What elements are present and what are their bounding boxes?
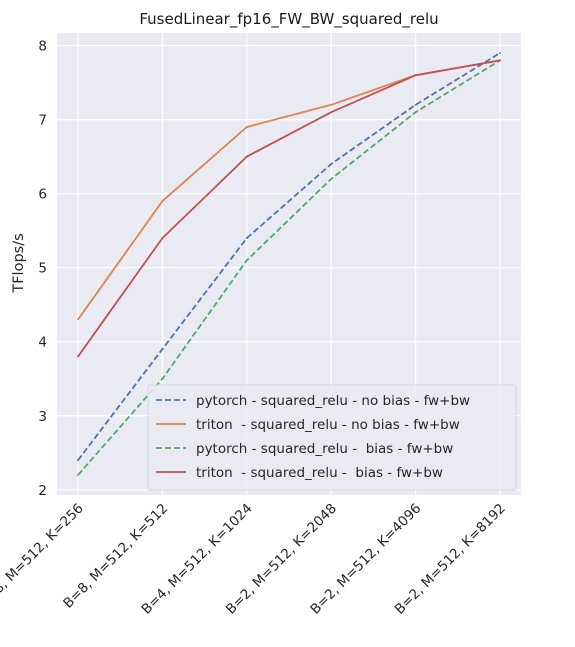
series-4-point xyxy=(499,59,501,62)
legend: pytorch - squared_relu - no bias - fw+bw… xyxy=(147,384,517,491)
legend-label: pytorch - squared_relu - no bias - fw+bw xyxy=(196,393,470,409)
legend-box xyxy=(147,384,517,491)
series-3-point xyxy=(414,111,417,114)
y-axis-label: TFlops/s xyxy=(11,233,27,293)
series-1-point xyxy=(330,163,333,165)
y-tick-label: 4 xyxy=(38,335,47,351)
series-4-point xyxy=(330,111,333,114)
series-4-point xyxy=(414,74,417,77)
series-2-point xyxy=(245,126,248,128)
legend-label: triton - squared_relu - no bias - fw+bw xyxy=(196,417,460,433)
series-4-point xyxy=(245,155,248,158)
series-3-point xyxy=(245,259,248,262)
series-line-1 xyxy=(77,52,501,461)
series-group xyxy=(77,52,501,476)
y-tick-label: 3 xyxy=(38,409,47,425)
series-2-point xyxy=(330,103,333,106)
chart-title: FusedLinear_fp16_FW_BW_squared_relu xyxy=(139,10,438,29)
legend-label: triton - squared_relu - bias - fw+bw xyxy=(196,465,443,481)
y-tick-label: 6 xyxy=(38,187,47,203)
series-line-3 xyxy=(77,59,501,476)
series-3-point xyxy=(330,177,333,180)
y-tick-label: 7 xyxy=(38,113,47,129)
series-2-point xyxy=(77,318,79,321)
legend-label: pytorch - squared_relu - bias - fw+bw xyxy=(196,441,453,457)
series-3-point xyxy=(77,474,79,476)
series-1-point xyxy=(77,459,79,462)
y-tick-label: 5 xyxy=(38,261,47,277)
series-1-point xyxy=(499,52,501,54)
y-tick-label: 2 xyxy=(38,483,47,499)
series-1-point xyxy=(245,237,248,239)
series-3-point xyxy=(161,377,164,380)
y-tick-label: 8 xyxy=(38,39,47,55)
series-2-point xyxy=(161,200,164,202)
series-1-point xyxy=(161,348,164,351)
series-line-4 xyxy=(77,59,501,358)
series-1-point xyxy=(414,103,417,106)
series-4-point xyxy=(161,237,164,239)
series-4-point xyxy=(77,355,79,358)
y-tick-labels: 2 3 4 5 6 7 8 xyxy=(38,39,47,499)
